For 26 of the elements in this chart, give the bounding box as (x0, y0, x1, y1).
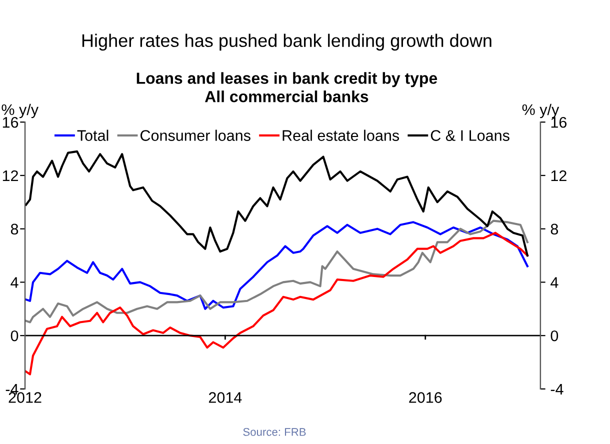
y2-tick-label: 0 (550, 330, 558, 342)
x-tick-label: 2012 (8, 392, 42, 403)
legend-label: Consumer loans (140, 130, 250, 141)
y2-axis-title: % y/y (522, 104, 560, 118)
y-tick-label: 8 (10, 224, 18, 235)
y-tick-label: 16 (2, 116, 18, 128)
x-tick-label: 2016 (409, 392, 442, 403)
y-tick-label: -4 (6, 384, 18, 394)
y2-tick-label: 12 (551, 170, 566, 182)
x-tick-label: 2014 (208, 392, 242, 403)
source-note: Source: FRB (243, 428, 306, 436)
legend-label: C & I Loans (430, 130, 510, 141)
y2-tick-label: -4 (550, 384, 564, 394)
y-tick-label: 0 (10, 330, 18, 342)
y2-tick-label: 16 (551, 116, 567, 128)
y2-tick-label: 8 (550, 224, 558, 235)
y2-tick-label: 4 (550, 277, 558, 288)
y-tick-label: 12 (2, 170, 18, 182)
y-tick-label: 4 (10, 277, 18, 288)
chart-subtitle: Loans and leases in bank credit by type All commercial banks (136, 72, 438, 102)
legend-label: Total (77, 130, 108, 141)
line-series (25, 232, 528, 376)
legend-label: Real estate loans (282, 130, 400, 141)
chart-title: Higher rates has pushed bank lending growth down (82, 34, 492, 51)
line-series (25, 150, 528, 257)
y-axis-title: % y/y (2, 104, 38, 118)
